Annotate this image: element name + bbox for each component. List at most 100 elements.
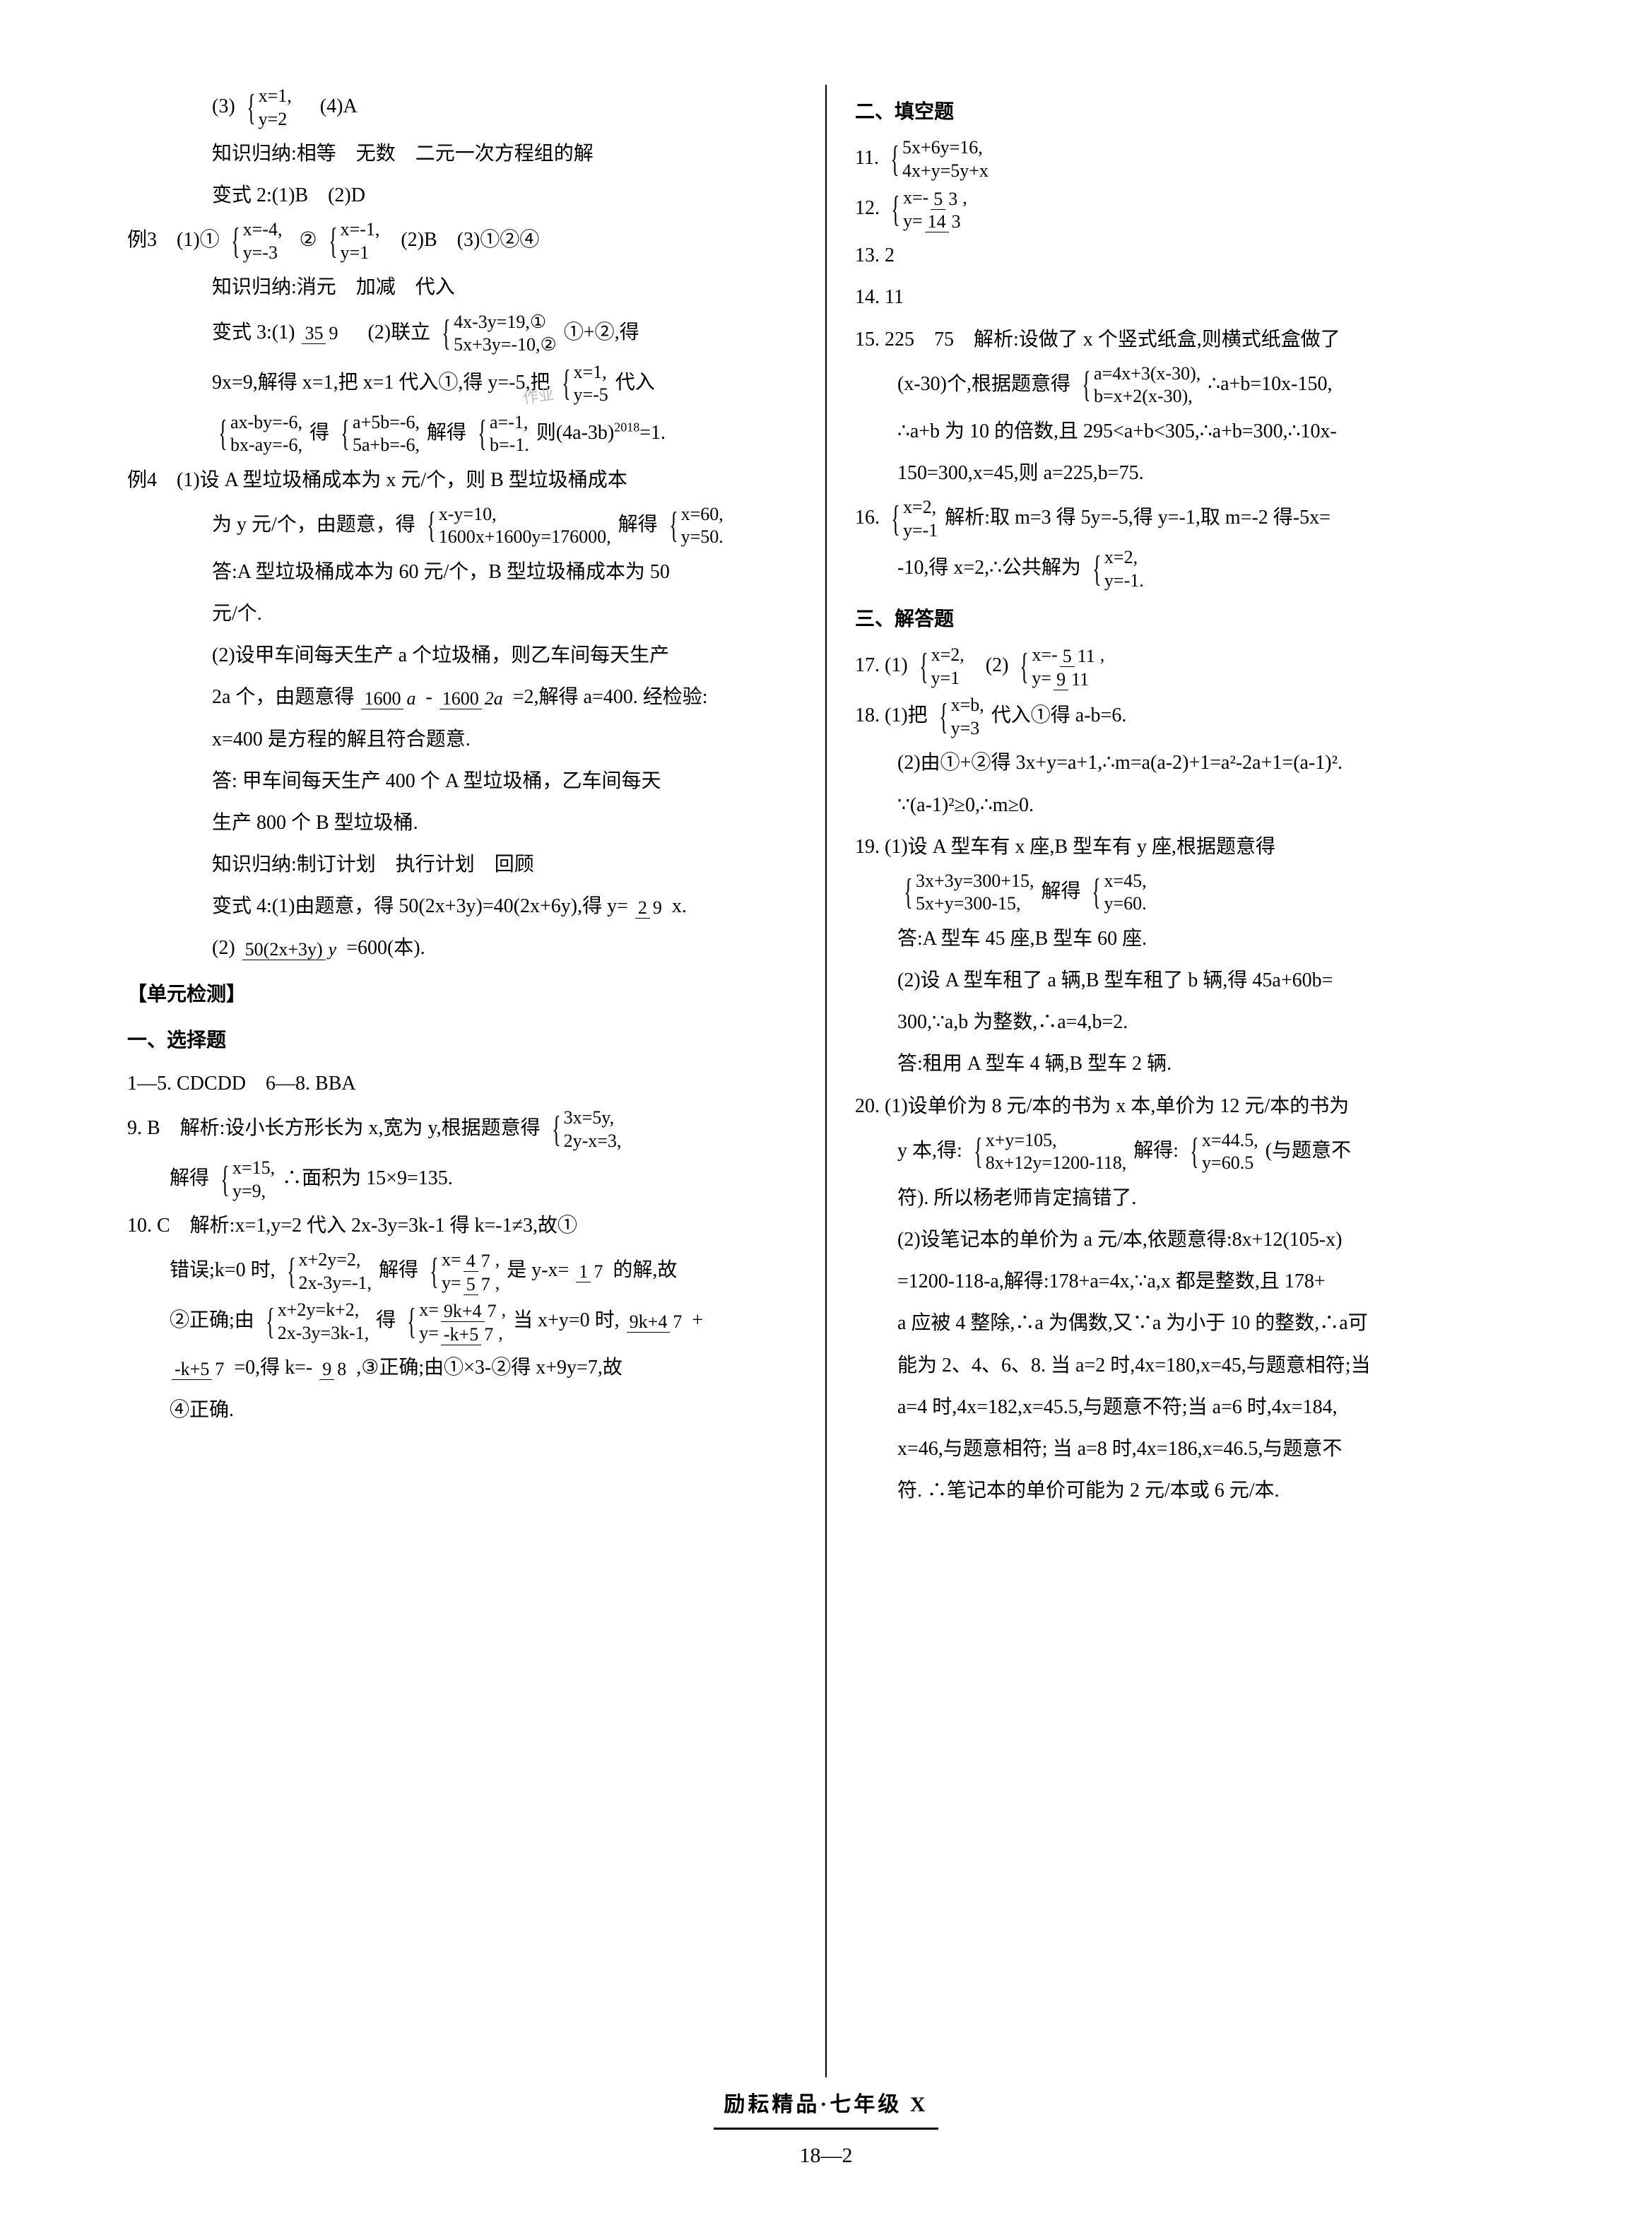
n: 9 xyxy=(319,1359,334,1380)
eq: 4x+y=5y+x xyxy=(902,160,989,183)
n: 9k+4 xyxy=(627,1311,671,1333)
eq: 2y-x=3, xyxy=(564,1130,622,1153)
text-line: 11. {5x+6y=16,4x+y=5y+x xyxy=(855,136,1525,182)
text: (2)联立 xyxy=(348,321,430,343)
eq: 1600x+1600y=176000, xyxy=(439,526,611,549)
n: 5 xyxy=(1060,646,1075,667)
eq: y=2 xyxy=(259,108,292,131)
text: 当 x+y=0 时, xyxy=(513,1309,620,1331)
eq: x+y=105, xyxy=(986,1129,1127,1152)
text-line: 20. (1)设单价为 8 元/本的书为 x 本,单价为 12 元/本的书为 xyxy=(855,1087,1525,1125)
left-column: 作业 (3) {x=1,y=2 (4)A 知识归纳:相等 无数 二元一次方程组的… xyxy=(127,85,797,2077)
n: 5 xyxy=(464,1274,478,1295)
text: 得 xyxy=(309,421,329,443)
text-line: 答: 甲车间每天生产 400 个 A 型垃圾桶，乙车间每天 xyxy=(127,762,797,800)
d: 7 xyxy=(485,1301,500,1321)
text-line: 19. (1)设 A 型车有 x 座,B 型车有 y 座,根据题意得 xyxy=(855,828,1525,866)
t: y= xyxy=(903,211,923,231)
sup: 2018 xyxy=(614,420,639,434)
text: 是 y-x= xyxy=(507,1259,569,1281)
text-line: 符). 所以杨老师肯定搞错了. xyxy=(855,1179,1525,1217)
eq: y=143 xyxy=(903,210,967,233)
n: 9 xyxy=(1054,669,1068,690)
eq: ax-by=-6, xyxy=(230,411,302,435)
text: 代入①得 a-b=6. xyxy=(991,704,1127,726)
text-line: 生产 800 个 B 型垃圾桶. xyxy=(127,804,797,842)
text-line: 变式 4:(1)由题意，得 50(2x+3y)=40(2x+6y),得 y= 2… xyxy=(127,887,797,925)
label: 例3 (1)① xyxy=(127,229,220,251)
eq: y=-k+57, xyxy=(419,1322,506,1345)
text-line: 知识归纳:制订计划 执行计划 回顾 xyxy=(127,846,797,883)
text: (2) xyxy=(212,937,240,959)
text-line: -k+57 =0,得 k=- 98 ,③正确;由①×3-②得 x+9y=7,故 xyxy=(127,1349,797,1386)
label: 16. xyxy=(855,507,885,529)
d: 7 xyxy=(481,1324,496,1345)
text: =1. xyxy=(639,421,666,443)
text: 的解,故 xyxy=(613,1259,677,1281)
text-line: a=4 时,4x=182,x=45.5,与题意不符;当 a=6 时,4x=184… xyxy=(855,1388,1525,1426)
text: 解得 xyxy=(618,514,658,536)
text-line: (3) {x=1,y=2 (4)A xyxy=(127,85,797,131)
column-divider xyxy=(825,85,827,2077)
text-line: x=400 是方程的解且符合题意. xyxy=(127,721,797,758)
d: 11 xyxy=(1075,646,1098,666)
text-line: ∵(a-1)²≥0,∴m≥0. xyxy=(855,786,1525,824)
text: 2a 个，由题意得 xyxy=(212,686,359,708)
text-line: (2)设甲车间每天生产 a 个垃圾桶，则乙车间每天生产 xyxy=(127,637,797,674)
label: 17. (1) xyxy=(855,654,908,676)
text-line: 300,∵a,b 为整数,∴a=4,b=2. xyxy=(855,1003,1525,1041)
eq: y=57, xyxy=(442,1272,500,1295)
text-line: {ax-by=-6,bx-ay=-6, 得 {a+5b=-6,5a+b=-6, … xyxy=(127,411,797,457)
text: -10,得 x=2,∴公共解为 xyxy=(897,557,1081,579)
eq: y=1 xyxy=(341,242,380,265)
text-line: 9. B 解析:设小长方形长为 x,宽为 y,根据题意得 {3x=5y,2y-x… xyxy=(127,1107,797,1152)
eq: y=-1 xyxy=(903,519,938,543)
eq: 5x+3y=-10,② xyxy=(454,334,557,357)
text: 变式 3:(1) xyxy=(212,321,300,343)
text-line: 12. { x=-53, y=143 xyxy=(855,187,1525,232)
n: 9k+4 xyxy=(441,1301,485,1322)
text-line: 例3 (1)① {x=-4,y=-3 ② {x=-1,y=1 (2)B (3)①… xyxy=(127,218,797,264)
text-line: 变式 3:(1) 359 (2)联立 {4x-3y=19,①5x+3y=-10,… xyxy=(127,311,797,357)
label: (4)A xyxy=(320,95,358,117)
t: x=- xyxy=(1032,644,1057,665)
text-line: a 应被 4 整除,∴a 为偶数,又∵a 为小于 10 的整数,∴a可 xyxy=(855,1304,1525,1342)
eq: a+5b=-6, xyxy=(353,411,420,435)
text: =600(本). xyxy=(346,937,425,959)
text-line: {3x+3y=300+15,5x+y=300-15, 解得 {x=45,y=60… xyxy=(855,870,1525,916)
right-column: 二、填空题 11. {5x+6y=16,4x+y=5y+x 12. { x=-5… xyxy=(855,85,1525,2077)
n: 4 xyxy=(464,1251,478,1272)
eq: x=45, xyxy=(1104,870,1146,893)
text-line: 150=300,x=45,则 a=225,b=75. xyxy=(855,454,1525,492)
text: 解得 xyxy=(1041,880,1080,902)
text-line: 解得 {x=15,y=9, ∴面积为 15×9=135. xyxy=(127,1157,797,1203)
text-line: 答:A 型车 45 座,B 型车 60 座. xyxy=(855,920,1525,957)
text-line: x=46,与题意相符; 当 a=8 时,4x=186,x=46.5,与题意不 xyxy=(855,1430,1525,1468)
eq: b=-1. xyxy=(490,434,529,457)
text: =0,得 k=- xyxy=(234,1357,312,1379)
t: x=- xyxy=(903,187,928,208)
text: 解得 xyxy=(170,1167,209,1189)
eq: x=b, xyxy=(951,694,984,717)
text: 为 y 元/个，由题意，得 xyxy=(212,514,415,536)
d: 7 xyxy=(591,1261,606,1282)
denom: y xyxy=(326,939,340,960)
eq: y=911 xyxy=(1032,667,1104,690)
d: 7 xyxy=(478,1274,493,1294)
numer: 50(2x+3y) xyxy=(242,939,326,960)
d: 3 xyxy=(949,211,964,232)
eq: y=-5 xyxy=(573,384,608,407)
text-line: (2)设笔记本的单价为 a 元/本,依题意得:8x+12(105-x) xyxy=(855,1221,1525,1258)
text-line: 1—5. CDCDD 6—8. BBA xyxy=(127,1065,797,1102)
text-line: (2)由①+②得 3x+y=a+1,∴m=a(a-2)+1=a²-2a+1=(a… xyxy=(855,744,1525,781)
text: 18. (1)把 xyxy=(855,704,928,726)
t: y= xyxy=(419,1323,439,1343)
text: (x-30)个,根据题意得 xyxy=(897,373,1070,395)
n: 1 xyxy=(576,1261,591,1282)
page-columns: 作业 (3) {x=1,y=2 (4)A 知识归纳:相等 无数 二元一次方程组的… xyxy=(127,85,1525,2077)
numer: 1600 xyxy=(361,688,403,709)
eq: x=-511, xyxy=(1032,644,1104,667)
text: - xyxy=(425,686,437,708)
section-heading: 三、解答题 xyxy=(855,601,1525,638)
text: ∴面积为 15×9=135. xyxy=(282,1167,453,1189)
